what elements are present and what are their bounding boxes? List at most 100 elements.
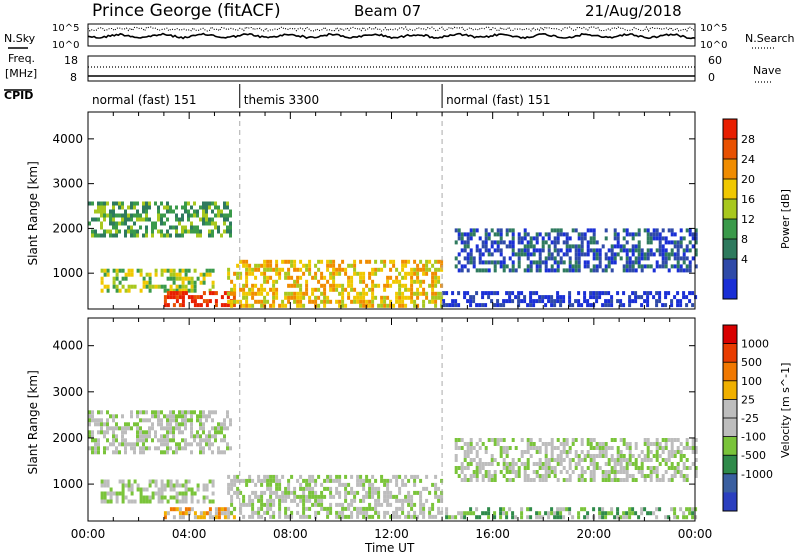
echo-cell (130, 487, 134, 492)
station-title: Prince George (fitACF) (92, 1, 281, 21)
echo-cell (230, 502, 234, 507)
echo-cell (175, 205, 178, 210)
echo-cell (589, 295, 593, 300)
echo-cell (469, 511, 473, 516)
echo-cell (160, 434, 163, 439)
echo-cell (269, 267, 273, 272)
echo-cell (440, 295, 444, 300)
echo-cell (676, 462, 680, 466)
echo-cell (469, 228, 473, 233)
echo-cell (568, 264, 572, 269)
echo-cell (682, 252, 686, 257)
echo-cell (196, 229, 199, 234)
echo-cell (145, 209, 148, 214)
echo-cell (613, 474, 617, 478)
echo-cell (193, 209, 196, 214)
echo-cell (121, 430, 124, 435)
echo-cell (664, 260, 668, 265)
echo-cell (172, 414, 175, 419)
echo-cell (211, 426, 214, 431)
echo-cell (410, 474, 414, 479)
colorbar-segment (723, 362, 737, 382)
echo-cell (365, 490, 369, 495)
colorbar-frame (722, 118, 738, 300)
echo-cell (586, 442, 590, 446)
echo-cell (344, 271, 348, 276)
echo-cell (691, 256, 695, 261)
echo-cell (305, 486, 309, 491)
echo-cell (190, 225, 193, 230)
echo-cell (670, 462, 674, 466)
echo-cell (511, 291, 515, 296)
echo-cell (691, 511, 695, 516)
echo-cell (481, 260, 485, 265)
echo-cell (580, 244, 584, 249)
echo-cell (682, 462, 686, 466)
echo-cell (211, 201, 214, 206)
echo-cell (205, 205, 208, 210)
echo-cell (142, 410, 145, 415)
echo-cell (532, 303, 536, 308)
echo-cell (338, 474, 342, 479)
echo-cell (332, 283, 336, 288)
echo-cell (166, 233, 169, 238)
echo-cell (589, 236, 593, 241)
echo-cell (694, 466, 698, 470)
echo-cell (257, 514, 261, 519)
echo-cell (196, 434, 199, 439)
echo-cell (305, 279, 309, 284)
echo-cell (278, 267, 282, 272)
echo-cell (559, 507, 563, 512)
echo-cell (124, 483, 128, 488)
nave-tick-top: 60 (708, 54, 722, 67)
echo-cell (401, 283, 405, 288)
freq-panel-frame (87, 55, 696, 82)
echo-cell (308, 259, 312, 264)
echo-cell (541, 295, 545, 300)
echo-cell (613, 232, 617, 237)
echo-cell (658, 291, 662, 296)
echo-cell (272, 510, 276, 515)
echo-cell (344, 474, 348, 479)
echo-cell (106, 483, 110, 488)
echo-cell (178, 291, 182, 296)
echo-cell (239, 271, 243, 276)
echo-cell (226, 442, 229, 447)
echo-cell (628, 268, 632, 273)
echo-cell (694, 446, 698, 450)
echo-cell (145, 438, 148, 443)
echo-cell (434, 283, 438, 288)
colorbar-segment (723, 119, 737, 140)
echo-cell (413, 474, 417, 479)
echo-cell (290, 510, 294, 515)
echo-cell (631, 454, 635, 458)
echo-cell (175, 442, 178, 447)
echo-cell (166, 288, 170, 293)
echo-cell (202, 438, 205, 443)
echo-cell (190, 434, 193, 439)
echo-cell (592, 474, 596, 478)
echo-cell (577, 515, 581, 520)
echo-cell (139, 438, 142, 443)
echo-cell (622, 248, 626, 253)
echo-cell (454, 303, 458, 308)
echo-cell (127, 229, 130, 234)
echo-cell (245, 267, 249, 272)
echo-cell (442, 291, 446, 296)
echo-cell (112, 217, 115, 222)
echo-cell (589, 470, 593, 474)
echo-cell (487, 470, 491, 474)
echo-cell (511, 232, 515, 237)
echo-cell (335, 514, 339, 519)
echo-cell (100, 430, 103, 435)
echo-cell (314, 271, 318, 276)
echo-cell (556, 236, 560, 241)
echo-cell (404, 271, 408, 276)
echo-cell (263, 287, 267, 292)
echo-cell (362, 271, 366, 276)
echo-cell (634, 291, 638, 296)
echo-cell (106, 213, 109, 218)
echo-cell (380, 259, 384, 264)
echo-cell (133, 213, 136, 218)
echo-cell (475, 474, 479, 478)
